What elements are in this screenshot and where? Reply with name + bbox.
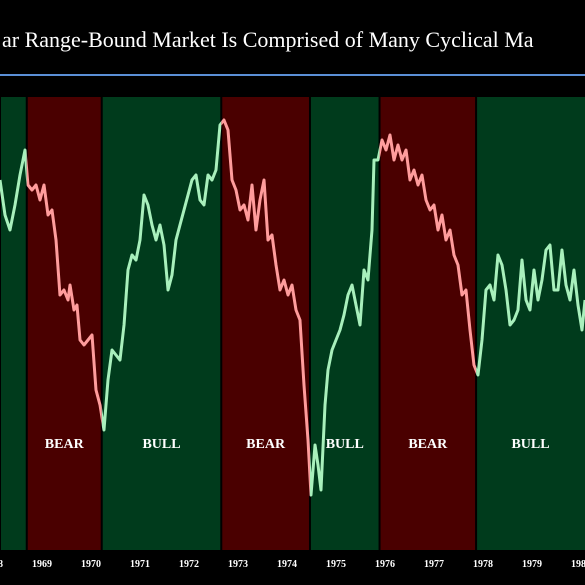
x-tick-label: 8 xyxy=(0,559,3,570)
region-label: BULL xyxy=(326,437,364,452)
region-label: BEAR xyxy=(408,437,448,452)
x-tick-label: 1977 xyxy=(424,559,444,570)
region xyxy=(379,97,477,550)
region-label: BULL xyxy=(142,437,180,452)
region-label: BEAR xyxy=(45,437,85,452)
region xyxy=(221,97,310,550)
x-tick-label: 1974 xyxy=(277,559,297,570)
region-label: BEAR xyxy=(246,437,286,452)
chart-title: ar Range-Bound Market Is Comprised of Ma… xyxy=(2,27,534,52)
region xyxy=(101,97,222,550)
x-tick-label: 1971 xyxy=(130,559,150,570)
x-tick-label: 1972 xyxy=(179,559,199,570)
x-tick-label: 1976 xyxy=(375,559,395,570)
x-tick-label: 1970 xyxy=(81,559,101,570)
x-tick-label: 1973 xyxy=(228,559,248,570)
x-tick-label: 1979 xyxy=(522,559,542,570)
index-line xyxy=(26,118,477,497)
x-tick-label: 1980 xyxy=(571,559,585,570)
x-tick-label: 1975 xyxy=(326,559,346,570)
region xyxy=(476,97,585,550)
region xyxy=(26,97,102,550)
x-tick-label: 1969 xyxy=(32,559,52,570)
x-tick-label: 1978 xyxy=(473,559,493,570)
region xyxy=(0,97,27,550)
region-label: BULL xyxy=(511,437,549,452)
